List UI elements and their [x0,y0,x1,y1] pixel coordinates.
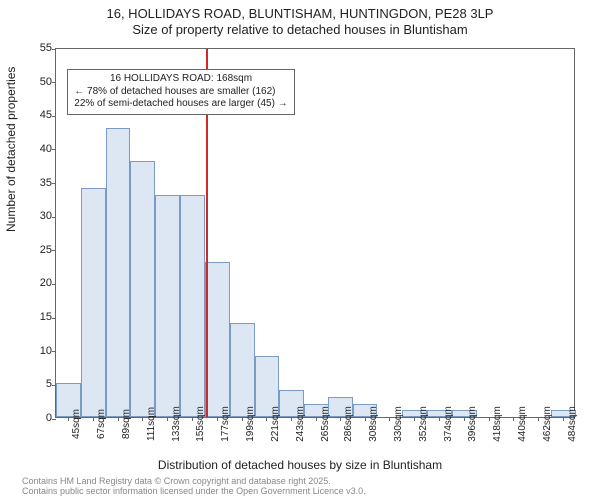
x-tick-label: 221sqm [270,406,281,442]
x-tick-label: 484sqm [567,406,578,442]
y-tick [52,250,56,251]
chart-container: 16, HOLLIDAYS ROAD, BLUNTISHAM, HUNTINGD… [0,0,600,500]
y-tick-label: 25 [22,244,52,256]
title-block: 16, HOLLIDAYS ROAD, BLUNTISHAM, HUNTINGD… [0,0,600,39]
histogram-bar [155,195,180,417]
footer-line-1: Contains HM Land Registry data © Crown c… [22,476,366,486]
x-tick [266,417,267,421]
x-tick-label: 308sqm [368,406,379,442]
annotation-box: 16 HOLLIDAYS ROAD: 168sqm← 78% of detach… [67,69,294,115]
y-tick [52,183,56,184]
x-tick [142,417,143,421]
y-axis-label: Number of detached properties [4,67,18,232]
y-tick-label: 55 [22,42,52,54]
y-tick [52,82,56,83]
y-tick-label: 0 [22,412,52,424]
footer-attribution: Contains HM Land Registry data © Crown c… [22,476,366,497]
y-tick [52,116,56,117]
annotation-line: 16 HOLLIDAYS ROAD: 168sqm [74,73,287,86]
x-tick [68,417,69,421]
y-tick-label: 15 [22,311,52,323]
y-tick [52,149,56,150]
x-tick [365,417,366,421]
y-tick-label: 50 [22,76,52,88]
y-tick-label: 40 [22,143,52,155]
x-tick-label: 440sqm [517,406,528,442]
x-tick [291,417,292,421]
y-tick-label: 30 [22,210,52,222]
x-tick [192,417,193,421]
y-tick-label: 45 [22,109,52,121]
x-tick-label: 265sqm [320,406,331,442]
footer-line-2: Contains public sector information licen… [22,486,366,496]
x-tick-label: 352sqm [418,406,429,442]
x-tick [93,417,94,421]
x-tick-label: 45sqm [71,409,82,439]
y-tick [52,217,56,218]
y-tick-label: 20 [22,277,52,289]
x-tick [489,417,490,421]
x-tick-label: 462sqm [542,406,553,442]
x-tick [118,417,119,421]
x-tick [340,417,341,421]
histogram-bar [130,161,155,417]
x-tick-label: 67sqm [96,409,107,439]
x-axis-label: Distribution of detached houses by size … [0,458,600,472]
y-tick-label: 10 [22,345,52,357]
x-tick-label: 111sqm [146,407,157,441]
x-tick [464,417,465,421]
y-tick-label: 5 [22,378,52,390]
x-tick-label: 330sqm [393,406,404,442]
histogram-bar [230,323,255,417]
x-tick [389,417,390,421]
x-tick [439,417,440,421]
histogram-bar [180,195,205,417]
x-tick-label: 177sqm [220,406,231,442]
x-tick [242,417,243,421]
x-tick-label: 374sqm [443,406,454,442]
x-tick [563,417,564,421]
x-tick [414,417,415,421]
histogram-bar [81,188,106,417]
x-tick-label: 418sqm [492,406,503,442]
title-line-1: 16, HOLLIDAYS ROAD, BLUNTISHAM, HUNTINGD… [0,6,600,22]
x-tick [513,417,514,421]
x-tick [217,417,218,421]
title-line-2: Size of property relative to detached ho… [0,22,600,38]
x-tick-label: 286sqm [343,406,354,442]
histogram-bar [205,262,230,417]
x-tick [167,417,168,421]
x-tick [316,417,317,421]
y-tick [52,284,56,285]
y-tick [52,351,56,352]
annotation-line: 22% of semi-detached houses are larger (… [74,98,287,111]
x-tick-label: 89sqm [121,409,132,439]
plot-area: 16 HOLLIDAYS ROAD: 168sqm← 78% of detach… [55,48,575,418]
x-tick-label: 155sqm [195,406,206,442]
x-tick-label: 133sqm [171,406,182,442]
y-tick [52,419,56,420]
x-tick-label: 243sqm [295,406,306,442]
y-tick [52,318,56,319]
y-tick-label: 35 [22,177,52,189]
histogram-bar [106,128,131,417]
y-tick [52,49,56,50]
x-tick-label: 199sqm [245,406,256,442]
x-tick-label: 396sqm [467,406,478,442]
x-tick [538,417,539,421]
annotation-line: ← 78% of detached houses are smaller (16… [74,86,287,99]
